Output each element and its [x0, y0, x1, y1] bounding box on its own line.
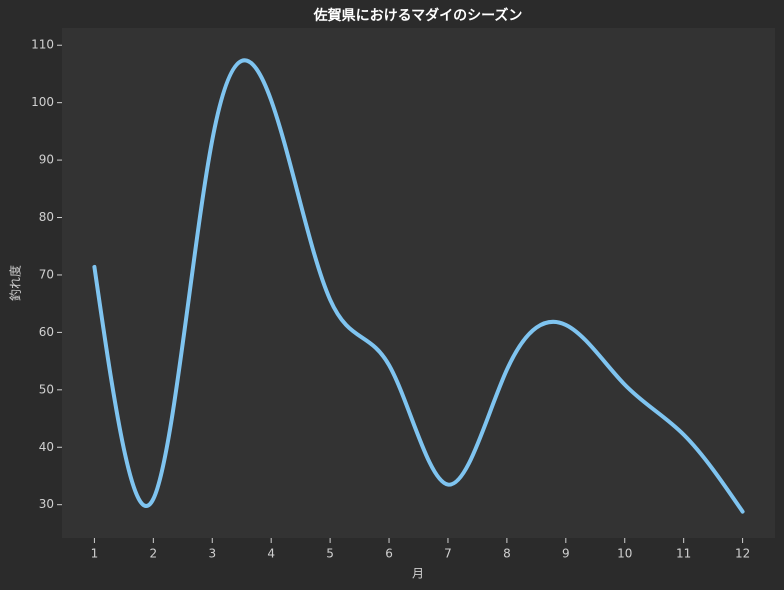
x-tick-label: 8: [503, 547, 511, 561]
x-tick-label: 6: [385, 547, 393, 561]
x-tick-label: 4: [267, 547, 275, 561]
y-tick-label: 60: [39, 325, 54, 339]
x-tick-label: 12: [735, 547, 750, 561]
x-tick-label: 11: [676, 547, 691, 561]
x-tick-label: 9: [562, 547, 570, 561]
y-tick-label: 30: [39, 497, 54, 511]
y-axis-label: 釣れ度: [8, 265, 23, 301]
x-tick-label: 2: [150, 547, 158, 561]
chart-title: 佐賀県におけるマダイのシーズン: [313, 7, 523, 24]
x-tick-label: 7: [444, 547, 452, 561]
line: [92, 58, 745, 514]
plot-area: [62, 28, 775, 538]
y-tick-label: 90: [39, 153, 54, 167]
y-tick-label: 110: [31, 38, 54, 52]
y-tick-label: 50: [39, 382, 54, 396]
y-tick-label: 70: [39, 267, 54, 281]
x-tick-label: 10: [617, 547, 632, 561]
y-tick-label: 100: [31, 95, 54, 109]
y-tick-label: 80: [39, 210, 54, 224]
x-axis-label: 月: [412, 567, 424, 581]
x-tick-label: 1: [91, 547, 99, 561]
y-tick-label: 40: [39, 440, 54, 454]
x-tick-label: 5: [326, 547, 334, 561]
x-tick-label: 3: [208, 547, 216, 561]
